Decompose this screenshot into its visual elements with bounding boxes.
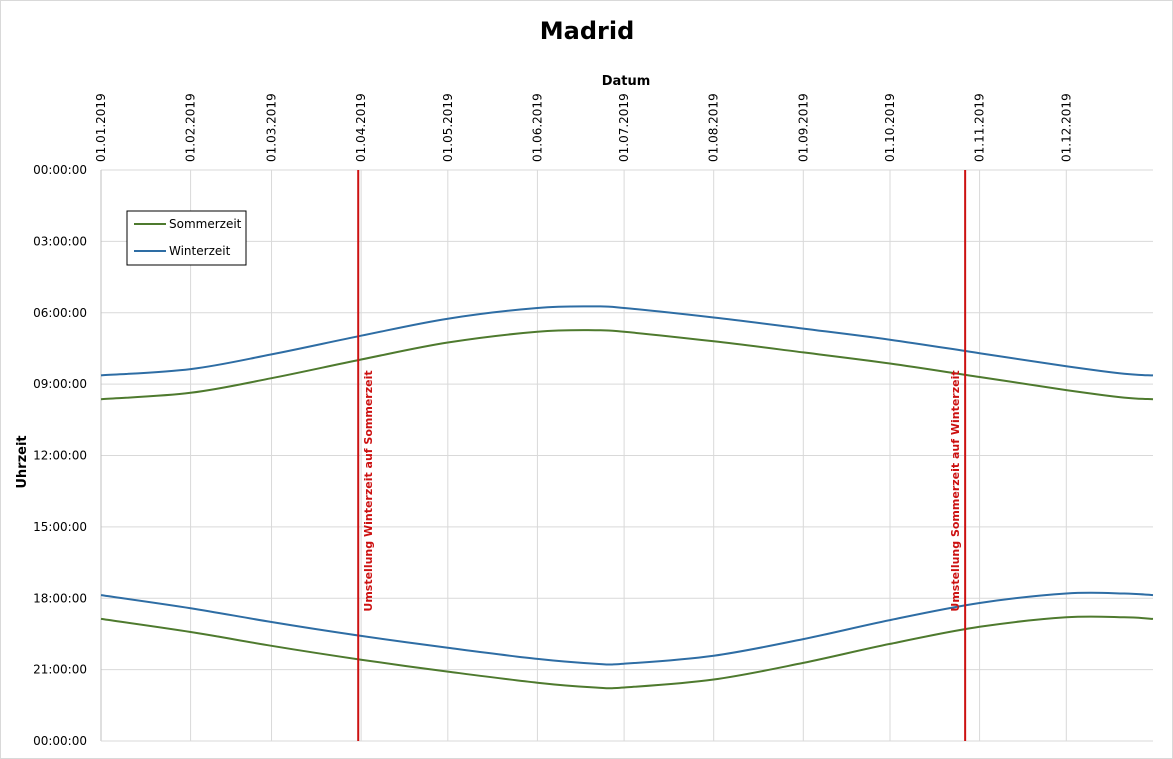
x-tick-label: 01.11.2019 — [973, 93, 987, 162]
x-tick-label: 01.07.2019 — [617, 93, 631, 162]
y-tick-label: 15:00:00 — [33, 520, 87, 534]
x-tick-label: 01.10.2019 — [883, 93, 897, 162]
y-tick-label: 12:00:00 — [33, 449, 87, 463]
x-axis-title: Datum — [602, 74, 651, 89]
y-tick-label: 21:00:00 — [33, 663, 87, 677]
series-line-winterzeit-sunset — [100, 591, 1154, 666]
series-lines — [100, 305, 1154, 690]
x-tick-label: 01.02.2019 — [184, 93, 198, 162]
x-tick-label: 01.01.2019 — [94, 93, 108, 162]
annotation-label-1: Umstellung Winterzeit auf Sommerzeit — [362, 370, 375, 611]
y-tick-label: 00:00:00 — [33, 734, 87, 748]
y-tick-label: 03:00:00 — [33, 234, 87, 248]
y-axis-title: Uhrzeit — [15, 435, 30, 488]
series-line-winterzeit-sunrise — [100, 305, 1154, 377]
y-tick-label: 18:00:00 — [33, 591, 87, 605]
x-tick-label: 01.03.2019 — [265, 93, 279, 162]
grid — [100, 169, 1153, 742]
x-tick-label: 01.08.2019 — [707, 93, 721, 162]
chart-title: Madrid — [540, 17, 635, 45]
annotations: Umstellung Winterzeit auf Sommerzeit Umst… — [357, 170, 967, 741]
x-tick-label: 01.05.2019 — [441, 93, 455, 162]
annotation-label-2: Umstellung Sommerzeit auf Winterzeit — [949, 370, 962, 611]
legend-box — [126, 210, 247, 266]
y-axis-ticks: 00:00:00 03:00:00 06:00:00 09:00:00 12:00:00… — [33, 163, 87, 748]
y-tick-label: 06:00:00 — [33, 306, 87, 320]
legend-label-winterzeit: Winterzeit — [169, 244, 231, 258]
series-line-sommerzeit-sunrise — [100, 329, 1154, 401]
y-tick-label: 00:00:00 — [33, 163, 87, 177]
x-tick-label: 01.12.2019 — [1059, 93, 1073, 162]
x-tick-label: 01.04.2019 — [354, 93, 368, 162]
series-line-sommerzeit-sunset — [100, 615, 1154, 690]
legend-label-sommerzeit: Sommerzeit — [169, 217, 242, 231]
x-tick-label: 01.06.2019 — [530, 93, 544, 162]
x-tick-label: 01.09.2019 — [796, 93, 810, 162]
x-axis-ticks: 01.01.2019 01.02.2019 01.03.2019 01.04.2019… — [94, 93, 1073, 162]
legend: Sommerzeit Winterzeit — [126, 210, 247, 266]
y-tick-label: 09:00:00 — [33, 377, 87, 391]
